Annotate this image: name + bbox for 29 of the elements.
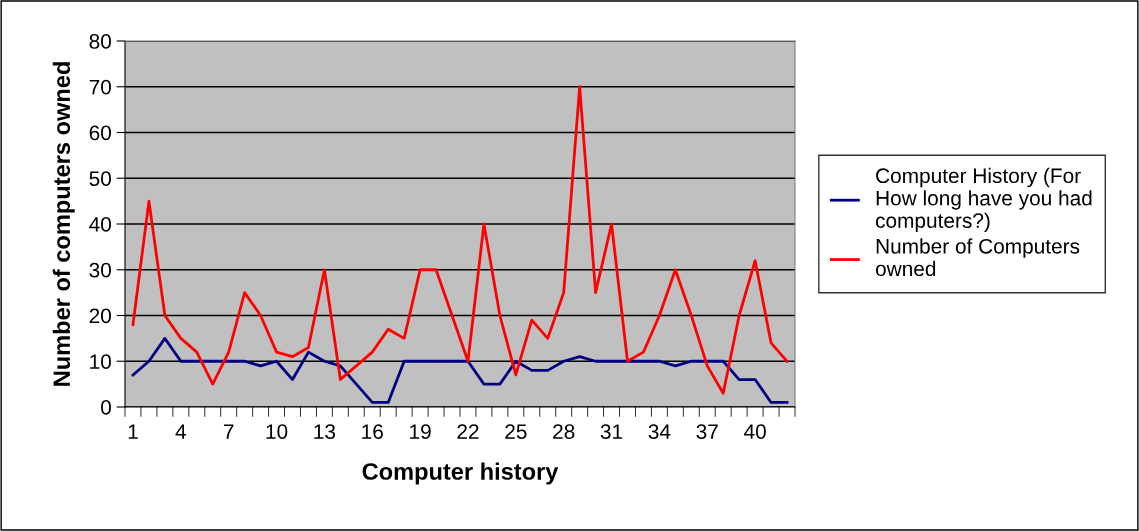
y-tick-label: 0 (101, 400, 111, 415)
x-axis-title: Computer history (362, 462, 559, 485)
x-tick-label: 28 (553, 424, 575, 439)
y-tick-label: 10 (90, 354, 111, 369)
y-tick-label: 40 (89, 217, 111, 232)
y-axis-title: Number of computers owned (52, 62, 75, 386)
x-tick-label: 1 (128, 424, 138, 439)
legend-label: Computer History (For How long have you had computers?) (875, 167, 1092, 233)
x-tick-label: 37 (696, 424, 718, 439)
line-series (131, 85, 789, 395)
y-tick-label: 20 (89, 308, 111, 324)
y-tick-label: 70 (89, 79, 111, 95)
x-tick-label: 7 (223, 424, 234, 439)
x-tick-label: 13 (314, 424, 336, 439)
y-tick-label: 80 (89, 34, 111, 49)
line-series (131, 336, 789, 404)
x-tick-label: 31 (600, 424, 623, 439)
y-tick-label: 50 (89, 171, 111, 186)
legend-label: Number of Computers owned (875, 238, 1080, 277)
x-tick-label: 4 (175, 424, 187, 439)
x-tick-label: 22 (457, 424, 479, 439)
x-tick-label: 10 (266, 424, 288, 439)
x-tick-label: 40 (744, 424, 766, 439)
x-tick-label: 19 (410, 424, 431, 439)
y-tick-label: 30 (89, 262, 111, 278)
x-tick-label: 25 (505, 424, 527, 439)
y-tick-label: 60 (89, 125, 111, 141)
x-tick-label: 16 (362, 424, 383, 439)
x-tick-label: 34 (648, 424, 671, 439)
